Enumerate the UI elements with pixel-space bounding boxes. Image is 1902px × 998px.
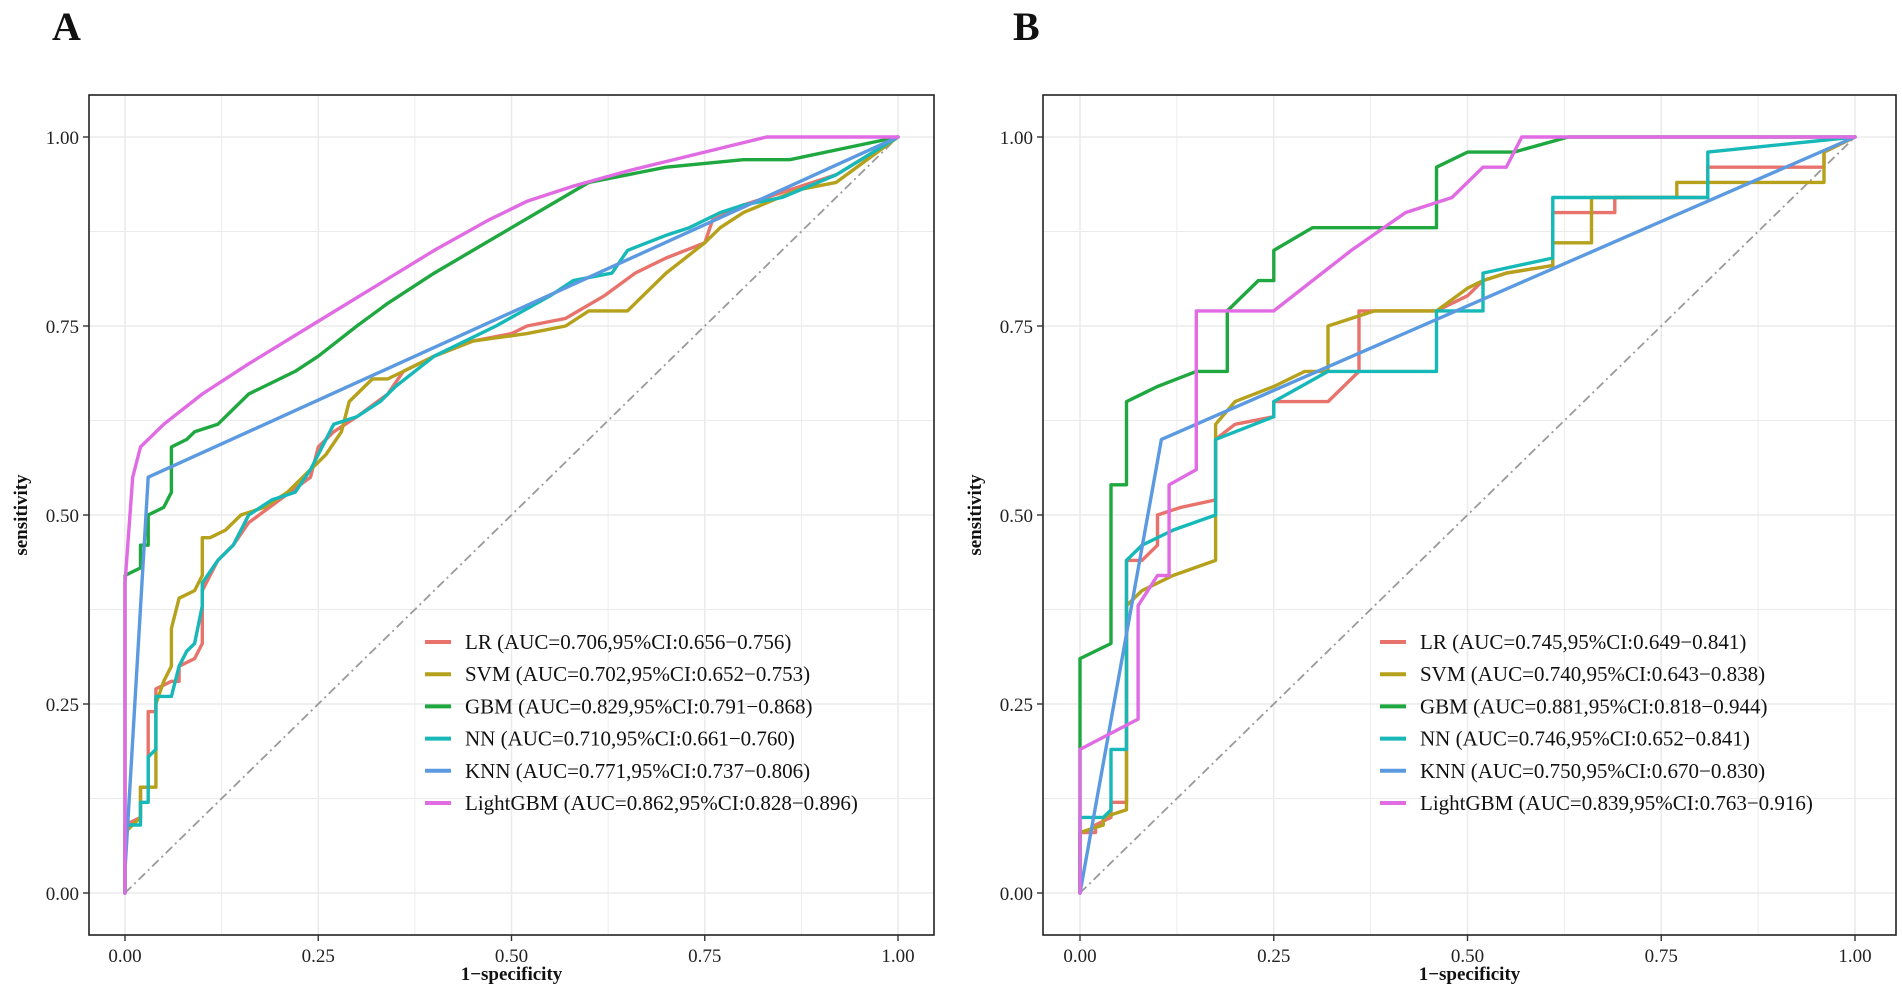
x-tick-label: 0.25 — [302, 946, 335, 967]
x-axis-title: 1−specificity — [461, 964, 563, 985]
roc-curves — [123, 135, 900, 895]
y-tick-label: 1.00 — [46, 128, 79, 149]
y-tick-label: 0.75 — [46, 317, 79, 338]
roc-curve-lightgbm — [123, 135, 900, 895]
legend-label-lightgbm: LightGBM (AUC=0.862,95%CI:0.828−0.896) — [465, 791, 858, 815]
x-tick-label: 0.75 — [688, 946, 721, 967]
legend-label-svm: SVM (AUC=0.702,95%CI:0.652−0.753) — [465, 662, 810, 686]
roc-curve-gbm — [1078, 135, 1857, 895]
legend-label-lr: LR (AUC=0.745,95%CI:0.649−0.841) — [1420, 630, 1746, 654]
y-axis-title: sensitivity — [11, 474, 32, 556]
x-tick-label: 1.00 — [881, 946, 914, 967]
y-tick-label: 0.50 — [46, 506, 79, 527]
legend-label-nn: NN (AUC=0.746,95%CI:0.652−0.841) — [1420, 727, 1750, 751]
roc-curve-knn — [1078, 135, 1857, 895]
legend-label-lr: LR (AUC=0.706,95%CI:0.656−0.756) — [465, 630, 791, 654]
y-tick-label: 0.25 — [46, 695, 79, 716]
legend: LR (AUC=0.706,95%CI:0.656−0.756) SVM (AUC… — [425, 630, 858, 815]
panel-a-roc-chart: A 0.00 0.25 0.50 0.75 1.00 0.00 0.25 0.50 0.75 1.0… — [11, 4, 935, 985]
roc-curve-nn — [123, 135, 900, 895]
diagonal-reference-line — [124, 136, 899, 894]
y-tick-label: 0.50 — [1000, 506, 1033, 527]
legend-label-svm: SVM (AUC=0.740,95%CI:0.643−0.838) — [1420, 662, 1765, 686]
roc-curve-lightgbm — [1078, 135, 1857, 895]
legend-label-nn: NN (AUC=0.710,95%CI:0.661−0.760) — [465, 727, 795, 751]
gridlines — [89, 95, 934, 935]
x-tick-label: 1.00 — [1838, 946, 1871, 967]
x-tick-label: 0.25 — [1257, 946, 1290, 967]
y-tick-label: 0.75 — [1000, 317, 1033, 338]
x-tick-label: 0.50 — [1451, 946, 1484, 967]
y-tick-label: 0.00 — [1000, 884, 1033, 905]
legend-label-lightgbm: LightGBM (AUC=0.839,95%CI:0.763−0.916) — [1420, 791, 1813, 815]
x-axis-title: 1−specificity — [1419, 964, 1521, 985]
y-tick-label: 0.25 — [1000, 695, 1033, 716]
gridlines — [1043, 95, 1896, 935]
y-tick-label: 1.00 — [1000, 128, 1033, 149]
roc-curves — [1078, 135, 1857, 895]
x-tick-label: 0.50 — [495, 946, 528, 967]
legend: LR (AUC=0.745,95%CI:0.649−0.841) SVM (AUC… — [1380, 630, 1813, 815]
roc-curve-gbm — [123, 135, 900, 895]
legend-label-knn: KNN (AUC=0.771,95%CI:0.737−0.806) — [465, 759, 810, 783]
legend-label-gbm: GBM (AUC=0.829,95%CI:0.791−0.868) — [465, 694, 812, 718]
legend-label-gbm: GBM (AUC=0.881,95%CI:0.818−0.944) — [1420, 694, 1767, 718]
legend-label-knn: KNN (AUC=0.750,95%CI:0.670−0.830) — [1420, 759, 1765, 783]
y-tick-label: 0.00 — [46, 884, 79, 905]
x-tick-label: 0.00 — [1063, 946, 1096, 967]
panel-letter-b: B — [1013, 4, 1040, 49]
panel-letter-a: A — [52, 4, 81, 49]
x-tick-label: 0.00 — [108, 946, 141, 967]
panel-b-roc-chart: B 0.00 0.25 0.50 0.75 1.00 0.00 0.25 0.50 0.75 1.0… — [965, 4, 1897, 985]
x-tick-label: 0.75 — [1645, 946, 1678, 967]
y-axis-title: sensitivity — [965, 474, 986, 556]
roc-curve-svm — [123, 135, 900, 895]
roc-curve-nn — [1078, 135, 1857, 895]
